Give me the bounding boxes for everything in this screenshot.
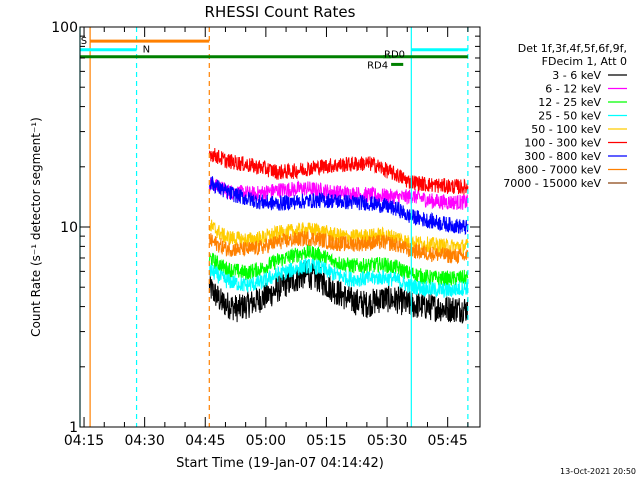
legend-detector-info-0: Det 1f,3f,4f,5f,6f,9f, [518,42,627,55]
series-line-0 [208,261,469,325]
x-tick-label-2: 04:45 [185,433,225,449]
axes: 04:15 04:30 04:45 05:00 05:15 05:30 05:45 1 10 10… [51,20,480,449]
state-label-5: RD4 [367,60,388,71]
x-tick-label-4: 05:15 [306,433,346,449]
x-tick-label-5: 05:30 [367,433,407,449]
series-line-6 [208,176,469,236]
legend-label-5: 100 - 300 keV [524,137,601,150]
y-axis-label: Count Rate (s⁻¹ detector segment⁻¹) [29,117,43,337]
state-label-1: N [143,45,150,56]
x-tick-label-6: 05:45 [427,433,467,449]
legend: Det 1f,3f,4f,5f,6f,9f,FDecim 1, Att 03 -… [503,42,627,190]
x-axis-label: Start Time (19-Jan-07 04:14:42) [176,456,384,471]
legend-label-4: 50 - 100 keV [531,123,601,136]
plot-data [208,147,469,325]
legend-label-0: 3 - 6 keV [552,69,601,82]
series-line-3 [209,258,469,299]
x-tick-label-1: 04:30 [124,433,164,449]
chart-title: RHESSI Count Rates [205,3,356,21]
state-label-4: RD0 [384,50,405,61]
legend-label-3: 25 - 50 keV [538,110,601,123]
legend-label-2: 12 - 25 keV [538,96,601,109]
y-tick-label-0: 1 [69,420,78,436]
series-line-7 [208,230,469,265]
x-tick-label-0: 04:15 [64,433,104,449]
series-line-2 [208,244,469,288]
state-label-0: S [81,36,87,47]
y-tick-label-2: 100 [51,20,78,36]
x-tick-label-3: 05:00 [246,433,286,449]
legend-detector-info-1: FDecim 1, Att 0 [542,55,627,68]
legend-label-7: 800 - 7000 keV [517,164,601,177]
legend-label-1: 6 - 12 keV [545,83,601,96]
legend-label-8: 7000 - 15000 keV [503,177,601,190]
legend-label-6: 300 - 800 keV [524,150,601,163]
series-line-5 [208,147,469,195]
render-timestamp: 13-Oct-2021 20:50 [560,467,636,476]
y-tick-label-1: 10 [60,220,78,236]
